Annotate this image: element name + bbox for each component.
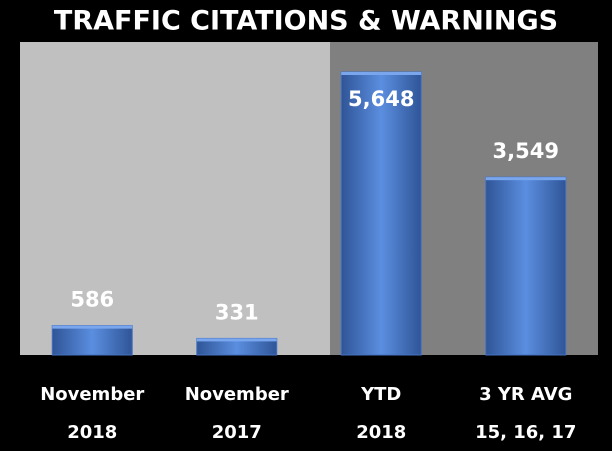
- x-tick-label: 15, 16, 17: [475, 422, 576, 443]
- x-tick-label: 2018: [67, 422, 117, 443]
- value-label: 3,549: [493, 139, 559, 163]
- x-tick-label: YTD: [360, 384, 401, 405]
- bar-top: [196, 338, 277, 342]
- x-tick-label: November: [40, 384, 144, 405]
- bar-top: [52, 325, 133, 329]
- bar: [340, 71, 422, 356]
- value-label: 5,648: [348, 87, 414, 111]
- x-tick-label: November: [185, 384, 289, 405]
- bar: [485, 176, 567, 356]
- x-tick-label: 2018: [356, 422, 406, 443]
- bar-top: [341, 72, 422, 75]
- x-tick-label: 2017: [212, 422, 262, 443]
- value-label: 586: [70, 288, 114, 312]
- value-label: 331: [215, 300, 259, 324]
- bar-top: [485, 177, 566, 181]
- x-tick-label: 3 YR AVG: [479, 384, 572, 405]
- chart-title: TRAFFIC CITATIONS & WARNINGS: [54, 6, 558, 37]
- panel-light: [20, 42, 330, 355]
- bar: [51, 325, 133, 356]
